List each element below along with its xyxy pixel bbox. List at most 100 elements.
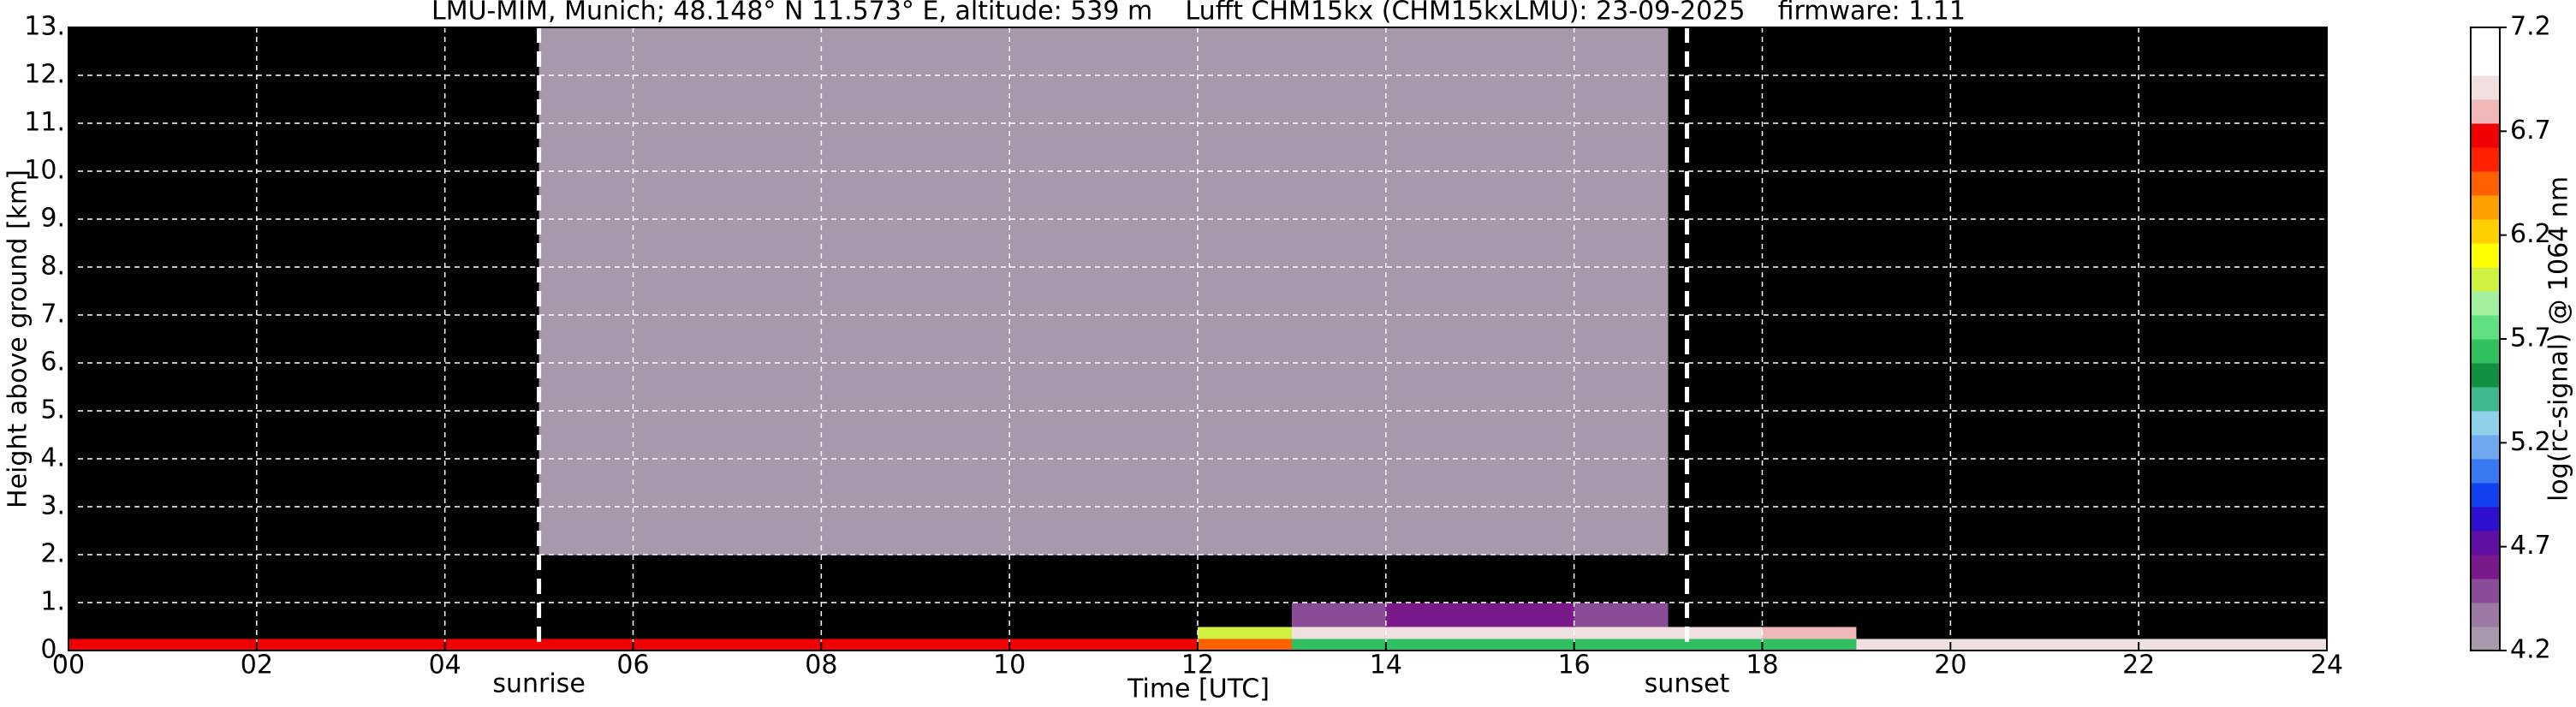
heatmap-cell [633, 627, 728, 639]
colorbar-segment [2471, 27, 2500, 52]
heatmap-cell [1950, 627, 2045, 639]
heatmap-cell [538, 603, 634, 627]
heatmap-cell [538, 627, 634, 639]
heatmap-cell [2233, 603, 2328, 627]
heatmap-cell [915, 555, 1010, 603]
annotation-label: sunset [1645, 669, 1730, 699]
heatmap-cell [1574, 27, 1669, 172]
y-tick-label: 6. [40, 348, 65, 377]
colorbar-segment [2471, 99, 2500, 124]
heatmap-cell [1291, 555, 1387, 603]
colorbar-segment [2471, 363, 2500, 388]
heatmap-cell [68, 603, 164, 627]
heatmap-cell [68, 627, 164, 639]
colorbar-segment [2471, 579, 2500, 603]
heatmap-cell [915, 27, 1010, 172]
heatmap-cell [1668, 555, 1763, 603]
y-tick-label: 8. [40, 252, 65, 282]
heatmap-cell [1009, 27, 1104, 172]
heatmap-cell [1668, 27, 1763, 172]
y-tick-label: 12. [24, 60, 65, 90]
heatmap-cell [633, 603, 728, 627]
y-tick-label: 5. [40, 395, 65, 425]
colorbar-segment [2471, 195, 2500, 220]
heatmap-cell [633, 27, 728, 172]
heatmap-cell [2139, 639, 2234, 651]
heatmap-cell [1198, 627, 1293, 639]
heatmap-cell [821, 555, 916, 603]
heatmap-cell [1291, 603, 1387, 627]
colorbar-segment [2471, 603, 2500, 627]
colorbar-segment [2471, 75, 2500, 100]
heatmap-cell [727, 639, 822, 651]
x-tick-label: 00 [52, 651, 85, 680]
y-tick-label: 0. [40, 635, 65, 665]
heatmap-cell [444, 639, 540, 651]
heatmap-cell [1009, 555, 1104, 603]
heatmap-cell [1291, 27, 1387, 172]
x-tick-label: 02 [241, 651, 273, 680]
colorbar-segment [2471, 531, 2500, 556]
heatmap-cell [1574, 627, 1669, 639]
heatmap-cell [162, 603, 258, 627]
heatmap-cell [162, 555, 258, 603]
heatmap-cell [538, 555, 634, 603]
heatmap-cell [1385, 27, 1481, 172]
heatmap-cell [2044, 27, 2139, 172]
heatmap-cell [821, 639, 916, 651]
heatmap-cell [1009, 627, 1104, 639]
colorbar-segment [2471, 459, 2500, 484]
heatmap-cell [2139, 555, 2234, 603]
heatmap-cell [1479, 555, 1575, 603]
heatmap-cell [1104, 27, 1199, 172]
heatmap-cell [1950, 603, 2045, 627]
heatmap-cell [68, 639, 164, 651]
heatmap-cell [1385, 603, 1481, 627]
heatmap-cell [256, 27, 352, 172]
heatmap-cell [538, 27, 634, 172]
heatmap-cell [821, 603, 916, 627]
heatmap-cell [1385, 639, 1481, 651]
heatmap-cell [350, 603, 446, 627]
colorbar-label: log(rc-signal) @ 1064 nm [2544, 176, 2574, 502]
heatmap-cell [68, 27, 164, 172]
heatmap-cell [2233, 555, 2328, 603]
colorbar-segment [2471, 483, 2500, 508]
heatmap-cell [1479, 27, 1575, 172]
heatmap-cell [1198, 27, 1293, 172]
heatmap-cell [444, 603, 540, 627]
colorbar-segment [2471, 627, 2500, 651]
x-tick-label: 22 [2122, 651, 2155, 680]
y-tick-label: 11. [24, 108, 65, 138]
heatmap-cell [1104, 555, 1199, 603]
x-tick-label: 12 [1181, 651, 1214, 680]
heatmap-cell [256, 639, 352, 651]
x-tick-label: 20 [1934, 651, 1966, 680]
colorbar-tick-label: 6.2 [2510, 219, 2551, 249]
heatmap-cell [1762, 603, 1857, 627]
colorbar-segment [2471, 147, 2500, 172]
heatmap-cell [1668, 639, 1763, 651]
heatmap-cell [1291, 639, 1387, 651]
heatmap-cell [633, 639, 728, 651]
heatmap-cell [2139, 627, 2234, 639]
heatmap-cell [1198, 603, 1293, 627]
heatmap-cell [1856, 603, 1951, 627]
heatmap-cell [1009, 603, 1104, 627]
heatmap-cell [350, 27, 446, 172]
heatmap-cell [1762, 627, 1857, 639]
heatmap-cell [2044, 603, 2139, 627]
heatmap-cell [256, 603, 352, 627]
heatmap-cell [727, 27, 822, 172]
heatmap-cell [727, 627, 822, 639]
y-tick-label: 13. [24, 12, 65, 42]
heatmap-cell [1762, 27, 1857, 172]
heatmap-cell [1104, 603, 1199, 627]
chart-title: LMU-MIM, Munich; 48.148° N 11.573° E, al… [431, 0, 1966, 27]
heatmap-cell [256, 627, 352, 639]
heatmap-cell [350, 627, 446, 639]
heatmap-cell [2044, 627, 2139, 639]
colorbar-segment [2471, 435, 2500, 460]
heatmap-cell [1385, 627, 1481, 639]
